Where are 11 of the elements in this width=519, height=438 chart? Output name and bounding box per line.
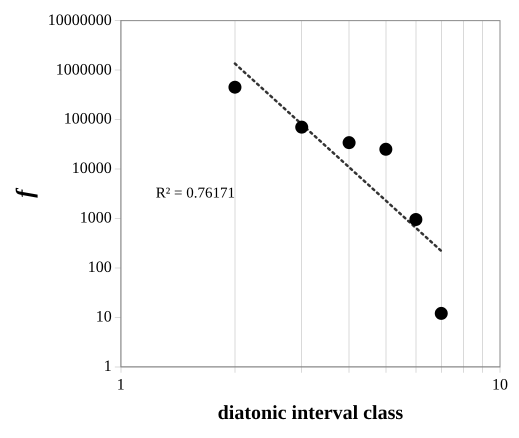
x-axis-title: diatonic interval class [218, 402, 404, 424]
annotation: R² = 0.76171 [156, 186, 236, 202]
y-tick-label: 10000 [72, 160, 112, 178]
y-tick-label: 10 [96, 308, 112, 326]
y-axis-title: f [12, 188, 39, 198]
y-tick-label: 1000000 [56, 61, 112, 78]
y-tick-label: 1000 [80, 210, 112, 227]
y-tick-label: 10000000 [48, 12, 112, 29]
y-tick-label: 100 [88, 259, 112, 276]
y-tick-label: 100000 [64, 110, 112, 128]
y-tick-label: 1 [104, 358, 112, 376]
